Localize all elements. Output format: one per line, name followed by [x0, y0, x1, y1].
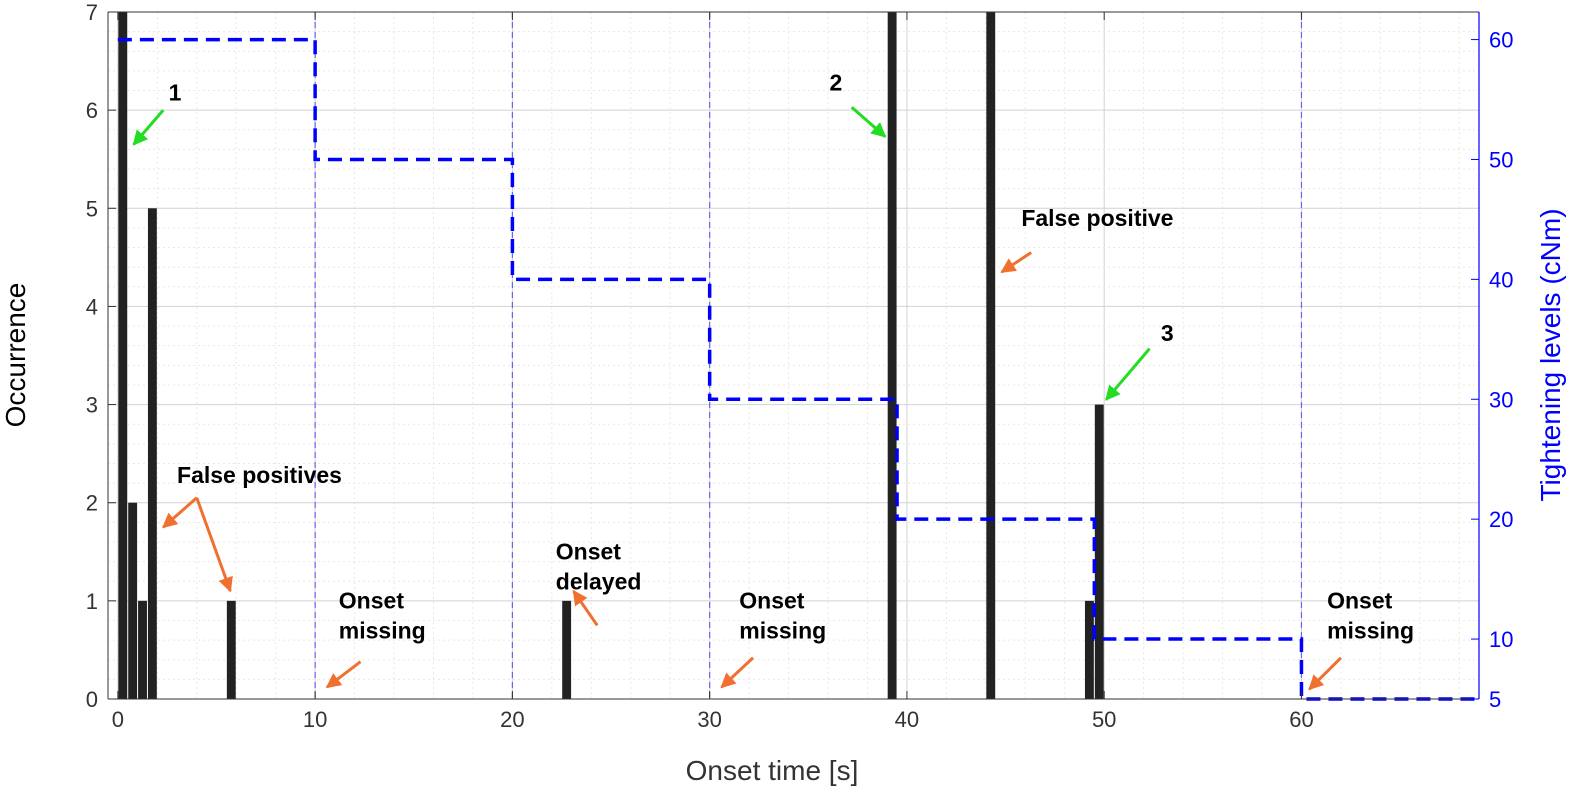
y2-tick-label: 5 [1489, 687, 1501, 712]
annotation-label: Onset [339, 588, 405, 614]
y-tick-label: 4 [86, 294, 98, 319]
tightening-levels-line [117, 37, 1479, 701]
bar [138, 600, 147, 699]
annotation-label: 2 [830, 70, 843, 96]
y-tick-label: 7 [86, 0, 98, 25]
annotation-arrow [1000, 251, 1033, 274]
annotation-arrow [720, 656, 755, 689]
bars [118, 12, 1104, 700]
annotation-arrow [132, 109, 165, 146]
annotation-arrow [162, 496, 198, 529]
x-tick-label: 0 [112, 707, 124, 732]
x-axis-label: Onset time [s] [686, 755, 859, 786]
annotation-arrow [1308, 656, 1342, 691]
annotation-label: Onset [556, 539, 622, 565]
y-tick-label: 5 [86, 196, 98, 221]
gridlines [108, 11, 1479, 700]
x-tick-label: 30 [697, 707, 721, 732]
y2-axis-label: Tightening levels (cNm) [1535, 208, 1566, 501]
bar [147, 208, 157, 700]
bar [118, 12, 128, 699]
bar [226, 600, 236, 699]
annotation-label: missing [739, 618, 826, 644]
y-tick-label: 0 [86, 687, 98, 712]
annotation-label: 3 [1161, 320, 1174, 346]
y2-tick-label: 40 [1489, 267, 1513, 292]
annotation-label: missing [1327, 618, 1414, 644]
annotation-label: missing [339, 618, 426, 644]
y-tick-label: 1 [86, 589, 98, 614]
annotation-label: delayed [556, 569, 642, 595]
tightening-levels-series [117, 37, 1479, 701]
annotation-label: False positives [177, 462, 342, 488]
x-tick-label: 10 [303, 707, 327, 732]
bar [986, 12, 996, 699]
vertical-markers [314, 12, 1303, 699]
annotation-label: False positive [1021, 205, 1173, 231]
axes: 0 10 20 30 40 50 60 0 1 2 3 4 5 6 7 5 10 20 30 40 50 60 [86, 0, 1514, 732]
bar [1094, 404, 1104, 699]
y-tick-label: 3 [86, 393, 98, 418]
annotation-arrow [195, 497, 233, 593]
y2-tick-label: 60 [1489, 28, 1513, 53]
annotation-arrow [1105, 347, 1151, 401]
x-tick-label: 60 [1289, 707, 1313, 732]
y2-tick-label: 10 [1489, 627, 1513, 652]
bar [128, 502, 138, 699]
annotation-label: Onset [1327, 588, 1393, 614]
annotations: 1 2 3 False positives Onset missing Onset delay… [132, 70, 1414, 691]
y2-tick-label: 20 [1489, 507, 1513, 532]
annotation-label: Onset [739, 588, 805, 614]
bar [562, 600, 572, 699]
y2-tick-label: 50 [1489, 147, 1513, 172]
y-axis-label: Occurrence [0, 283, 31, 428]
annotation-label: 1 [169, 79, 182, 105]
y-tick-label: 6 [86, 98, 98, 123]
annotation-arrow [325, 660, 362, 689]
bar [1084, 600, 1094, 699]
y2-tick-label: 30 [1489, 387, 1513, 412]
bar [887, 12, 897, 699]
y-tick-label: 2 [86, 491, 98, 516]
annotation-arrow [850, 106, 887, 138]
x-tick-label: 40 [895, 707, 919, 732]
x-tick-label: 50 [1092, 707, 1116, 732]
x-tick-label: 20 [500, 707, 524, 732]
annotation-arrow [572, 589, 599, 627]
